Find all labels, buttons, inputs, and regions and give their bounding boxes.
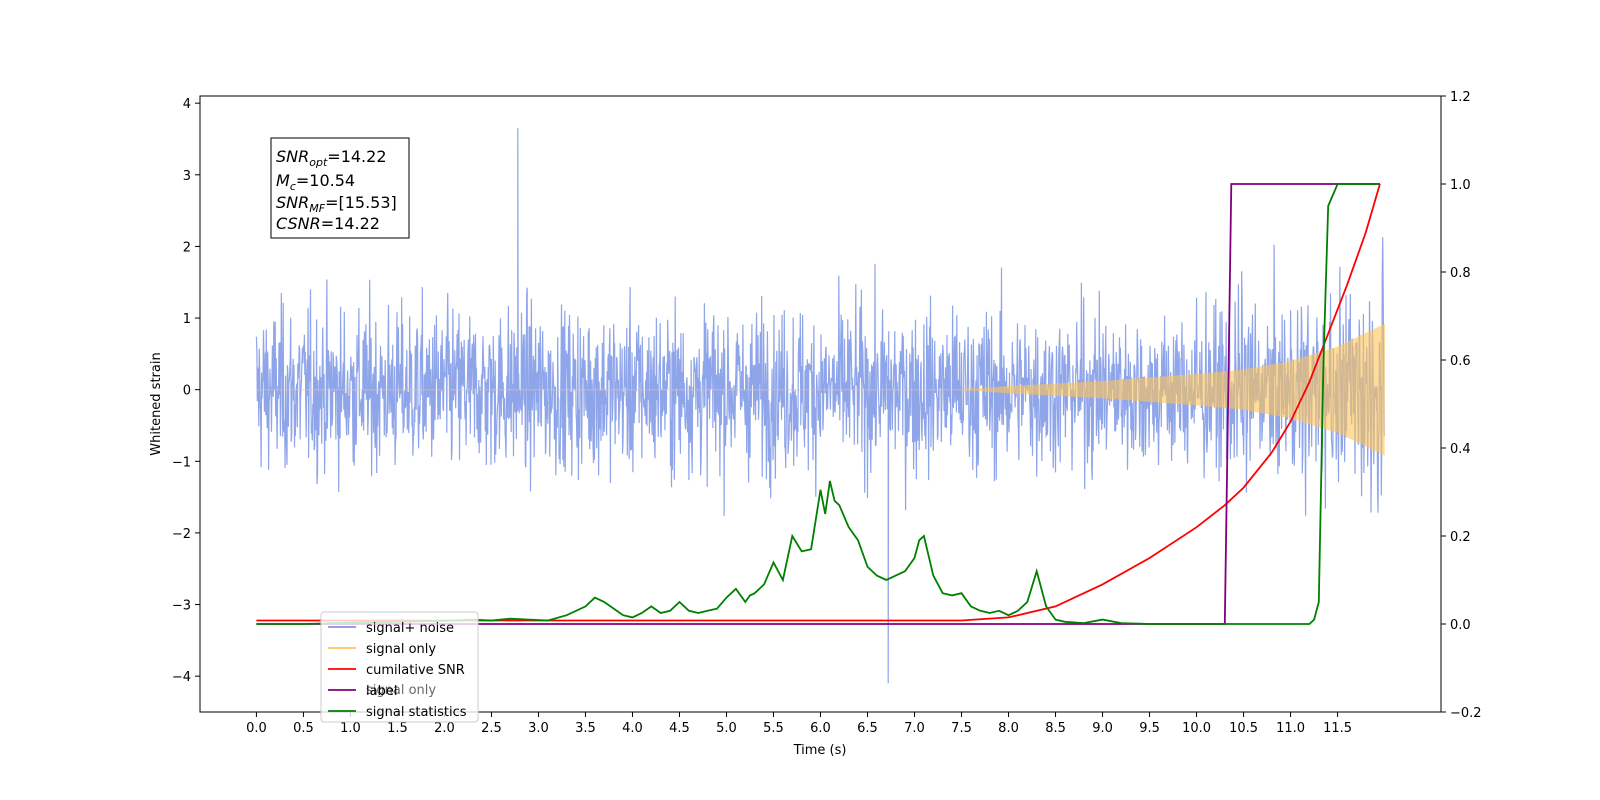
x-tick-label: 2.5 [481, 721, 502, 736]
legend-item-cumulative-snr-text: cumilative SNR [366, 663, 465, 678]
x-axis-label: Time (s) [793, 743, 847, 758]
y-right-tick-label: −0.2 [1450, 706, 1482, 721]
legend-frame [320, 611, 479, 723]
y-left-tick-label: −1 [172, 455, 191, 470]
x-tick-label: 7.5 [951, 721, 972, 736]
x-tick-label: 5.0 [716, 721, 737, 736]
y-right-tick-label: 0.6 [1450, 354, 1471, 369]
y-left-tick-label: 0 [183, 384, 191, 399]
y-right-tick-label: 1.2 [1450, 90, 1471, 105]
x-tick-label: 0.5 [293, 721, 314, 736]
y-left-tick-label: −2 [172, 527, 191, 542]
stats-annotation-box: SNRopt=14.22 Mc=10.54 SNRMF=[15.53] CSNR… [270, 137, 410, 239]
annotation-snr-opt: SNRopt=14.22 [276, 147, 387, 169]
series-cumulative-snr [256, 183, 1381, 622]
x-axis-ticks: 0.0 0.5 1.0 1.5 2.0 2.5 3.0 3.5 4.0 4.5 5.0 5.5 6.0 6… [246, 712, 1352, 736]
x-tick-label: 10.5 [1229, 721, 1258, 736]
x-tick-label: 3.0 [528, 721, 549, 736]
y-right-tick-label: 0.2 [1450, 530, 1471, 545]
y-left-tick-label: 3 [183, 169, 191, 184]
x-tick-label: 1.0 [340, 721, 361, 736]
x-tick-label: 2.0 [434, 721, 455, 736]
series-signal-plus-noise [255, 128, 1386, 684]
legend-ghost-text: signal only [366, 683, 436, 698]
series-signal-only [256, 323, 1386, 456]
y-right-tick-label: 1.0 [1450, 178, 1471, 193]
y-axis-right-ticks: 1.2 1.0 0.8 0.6 0.4 0.2 0.0 −0.2 [1441, 90, 1482, 721]
x-tick-label: 11.5 [1323, 721, 1352, 736]
legend-item-label-text: label [366, 684, 397, 699]
y-left-tick-label: −3 [172, 599, 191, 614]
legend-item-signal-statistics-text: signal statistics [366, 705, 467, 720]
annotation-csnr: CSNR=14.22 [276, 214, 380, 233]
x-tick-label: 3.5 [575, 721, 596, 736]
legend: signal only signal+ noise signal only cumil… [320, 611, 479, 723]
legend-item-signal-only-text: signal only [366, 642, 436, 657]
series-signal-statistics [256, 183, 1380, 625]
x-tick-label: 11.0 [1276, 721, 1305, 736]
x-tick-label: 0.0 [246, 721, 267, 736]
y-right-tick-label: 0.8 [1450, 266, 1471, 281]
x-tick-label: 4.5 [669, 721, 690, 736]
plot-area [255, 128, 1386, 684]
x-tick-label: 1.5 [387, 721, 408, 736]
x-tick-label: 10.0 [1182, 721, 1211, 736]
y-left-tick-label: 1 [183, 312, 191, 327]
annotation-mc: Mc=10.54 [276, 171, 355, 193]
y-left-tick-label: 4 [183, 97, 191, 112]
x-tick-label: 8.5 [1045, 721, 1066, 736]
y-right-tick-label: 0.0 [1450, 618, 1471, 633]
y-left-tick-label: 2 [183, 240, 191, 255]
x-tick-label: 7.0 [904, 721, 925, 736]
x-tick-label: 9.5 [1139, 721, 1160, 736]
x-tick-label: 4.0 [622, 721, 643, 736]
x-tick-label: 5.5 [763, 721, 784, 736]
x-tick-label: 6.5 [857, 721, 878, 736]
legend-item-signal-noise-text: signal+ noise [366, 621, 454, 636]
series-label [256, 183, 1380, 625]
y-axis-left-label: Whitened strain [149, 352, 164, 455]
annotation-snr-mf: SNRMF=[15.53] [276, 193, 397, 215]
x-tick-label: 9.0 [1092, 721, 1113, 736]
x-tick-label: 6.0 [810, 721, 831, 736]
y-right-tick-label: 0.4 [1450, 442, 1471, 457]
y-left-tick-label: −4 [172, 670, 191, 685]
y-axis-left-ticks: 4 3 2 1 0 −1 −2 −3 −4 [172, 97, 200, 685]
x-tick-label: 8.0 [998, 721, 1019, 736]
